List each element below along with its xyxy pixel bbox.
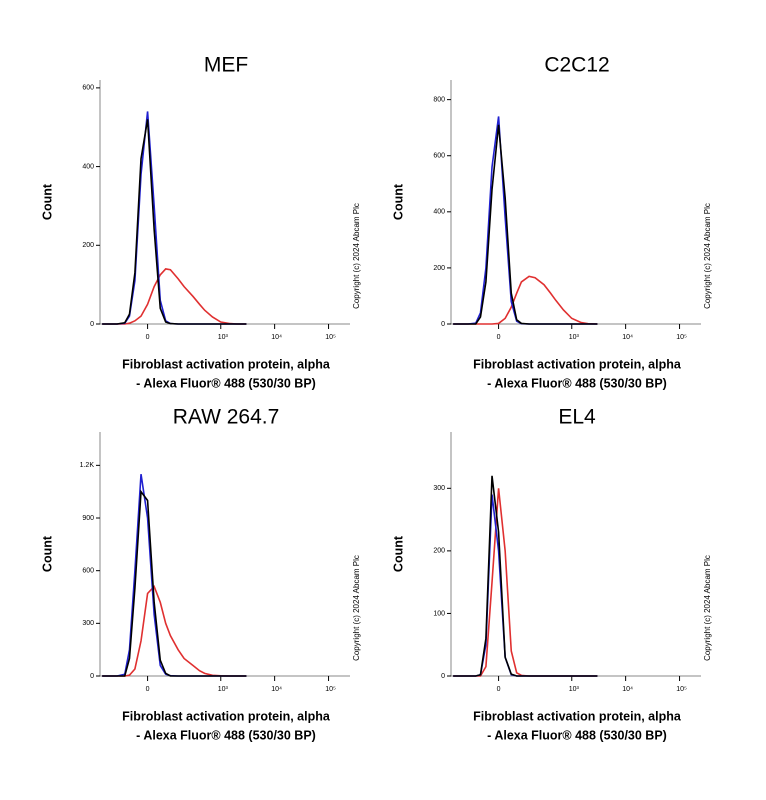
y-tick-label: 0 (90, 321, 94, 328)
y-tick-label: 200 (433, 548, 445, 555)
y-axis-label: Count (391, 183, 405, 220)
x-axis-label: Fibroblast activation protein, alpha (122, 357, 331, 371)
x-tick-label: 10³ (569, 686, 580, 693)
y-tick-label: 900 (82, 515, 94, 522)
y-tick-label: 100 (433, 610, 445, 617)
histogram-curve (453, 275, 598, 325)
y-tick-label: 300 (82, 620, 94, 627)
copyright: Copyright (c) 2024 Abcam Plc (703, 555, 712, 661)
copyright: Copyright (c) 2024 Abcam Plc (352, 555, 361, 661)
histogram-curve (102, 268, 247, 325)
y-axis-label: Count (391, 535, 405, 572)
x-axis-label: Fibroblast activation protein, alpha (122, 709, 331, 723)
x-tick-label: 10⁵ (325, 334, 336, 341)
histogram-curve (102, 111, 247, 325)
y-tick-label: 0 (441, 321, 445, 328)
y-tick-label: 600 (82, 85, 94, 92)
x-axis-label: - Alexa Fluor® 488 (530/30 BP) (487, 376, 667, 390)
histogram-curve (102, 584, 247, 677)
histogram-curve (453, 116, 598, 325)
x-axis-label: Fibroblast activation protein, alpha (473, 709, 682, 723)
x-tick-label: 10⁴ (622, 334, 633, 341)
x-tick-label: 0 (146, 686, 150, 693)
y-axis-label: Count (40, 183, 54, 220)
x-tick-label: 10⁵ (325, 686, 336, 693)
chart-title: MEF (204, 54, 248, 77)
y-tick-label: 400 (433, 209, 445, 216)
y-tick-label: 0 (90, 673, 94, 680)
histogram-curve (102, 119, 247, 325)
y-tick-label: 600 (82, 568, 94, 575)
y-tick-label: 800 (433, 96, 445, 103)
chart-title: RAW 264.7 (173, 406, 280, 429)
x-axis-label: - Alexa Fluor® 488 (530/30 BP) (487, 728, 667, 742)
x-tick-label: 10⁴ (271, 686, 282, 693)
x-tick-label: 10³ (218, 334, 229, 341)
copyright: Copyright (c) 2024 Abcam Plc (703, 203, 712, 309)
y-tick-label: 1.2K (80, 462, 95, 469)
panel: EL4 Count Fibroblast activation protein, a… (391, 406, 712, 743)
x-tick-label: 10⁴ (622, 686, 633, 693)
x-axis-label: - Alexa Fluor® 488 (530/30 BP) (136, 728, 316, 742)
x-axis-label: - Alexa Fluor® 488 (530/30 BP) (136, 376, 316, 390)
histogram-curve (453, 488, 598, 677)
panel: C2C12 Count Fibroblast activation protein,… (391, 54, 712, 391)
panel: MEF Count Fibroblast activation protein, a… (40, 54, 361, 391)
y-tick-label: 200 (82, 242, 94, 249)
y-tick-label: 600 (433, 153, 445, 160)
x-tick-label: 10³ (569, 334, 580, 341)
y-tick-label: 200 (433, 265, 445, 272)
y-tick-label: 300 (433, 485, 445, 492)
x-tick-label: 0 (146, 334, 150, 341)
x-axis-label: Fibroblast activation protein, alpha (473, 357, 682, 371)
histogram-curve (102, 489, 247, 677)
x-tick-label: 10⁵ (676, 334, 687, 341)
chart-title: EL4 (558, 406, 596, 429)
chart-title: C2C12 (544, 54, 609, 77)
histogram-curve (453, 475, 598, 677)
histogram-curve (453, 494, 598, 677)
x-tick-label: 10³ (218, 686, 229, 693)
y-tick-label: 0 (441, 673, 445, 680)
x-tick-label: 10⁵ (676, 686, 687, 693)
y-axis-label: Count (40, 535, 54, 572)
y-tick-label: 400 (82, 163, 94, 170)
histogram-curve (453, 124, 598, 325)
histogram-curve (102, 474, 247, 677)
panel: RAW 264.7 Count Fibroblast activation prot… (40, 406, 361, 743)
copyright: Copyright (c) 2024 Abcam Plc (352, 203, 361, 309)
x-tick-label: 10⁴ (271, 334, 282, 341)
x-tick-label: 0 (497, 686, 501, 693)
x-tick-label: 0 (497, 334, 501, 341)
